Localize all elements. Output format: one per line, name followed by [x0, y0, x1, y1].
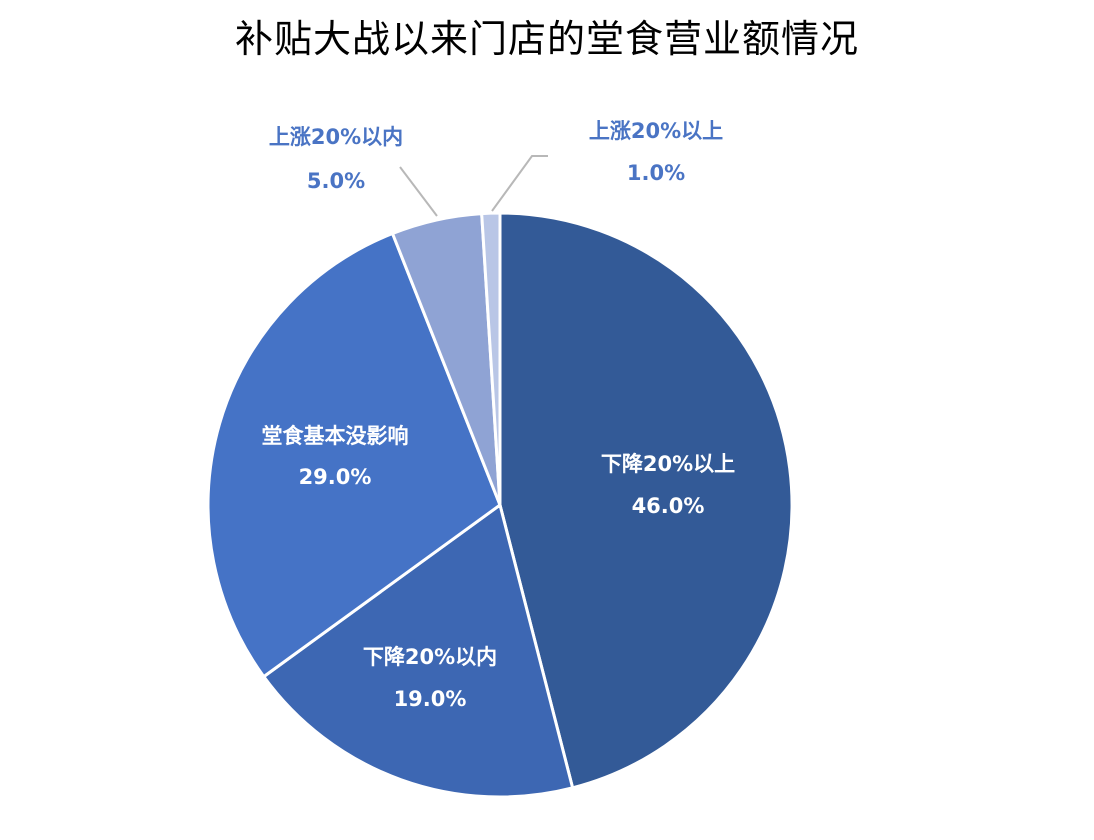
slice-value-label-1: 46.0% — [632, 494, 705, 518]
leader-line-5 — [491, 155, 548, 212]
slice-label-1: 下降20%以上 — [601, 452, 735, 476]
pie-slice-3 — [206, 232, 502, 679]
slice-value-label-5: 1.0% — [627, 161, 685, 185]
leader-line-4 — [399, 166, 438, 217]
pie-slice-5 — [480, 211, 502, 507]
pie-slice-2 — [262, 503, 575, 799]
slice-label-3: 堂食基本没影响 — [262, 424, 409, 448]
slice-value-label-4: 5.0% — [307, 169, 365, 193]
slice-value-label-3: 29.0% — [299, 465, 372, 489]
chart-title: 补贴大战以来门店的堂食营业额情况 — [234, 17, 859, 61]
slice-label-5: 上涨20%以上 — [589, 119, 723, 143]
slice-label-4: 上涨20%以内 — [269, 125, 403, 149]
slice-value-label-2: 19.0% — [394, 687, 467, 711]
pie-slice-1 — [498, 211, 794, 790]
slice-label-2: 下降20%以内 — [363, 645, 497, 669]
